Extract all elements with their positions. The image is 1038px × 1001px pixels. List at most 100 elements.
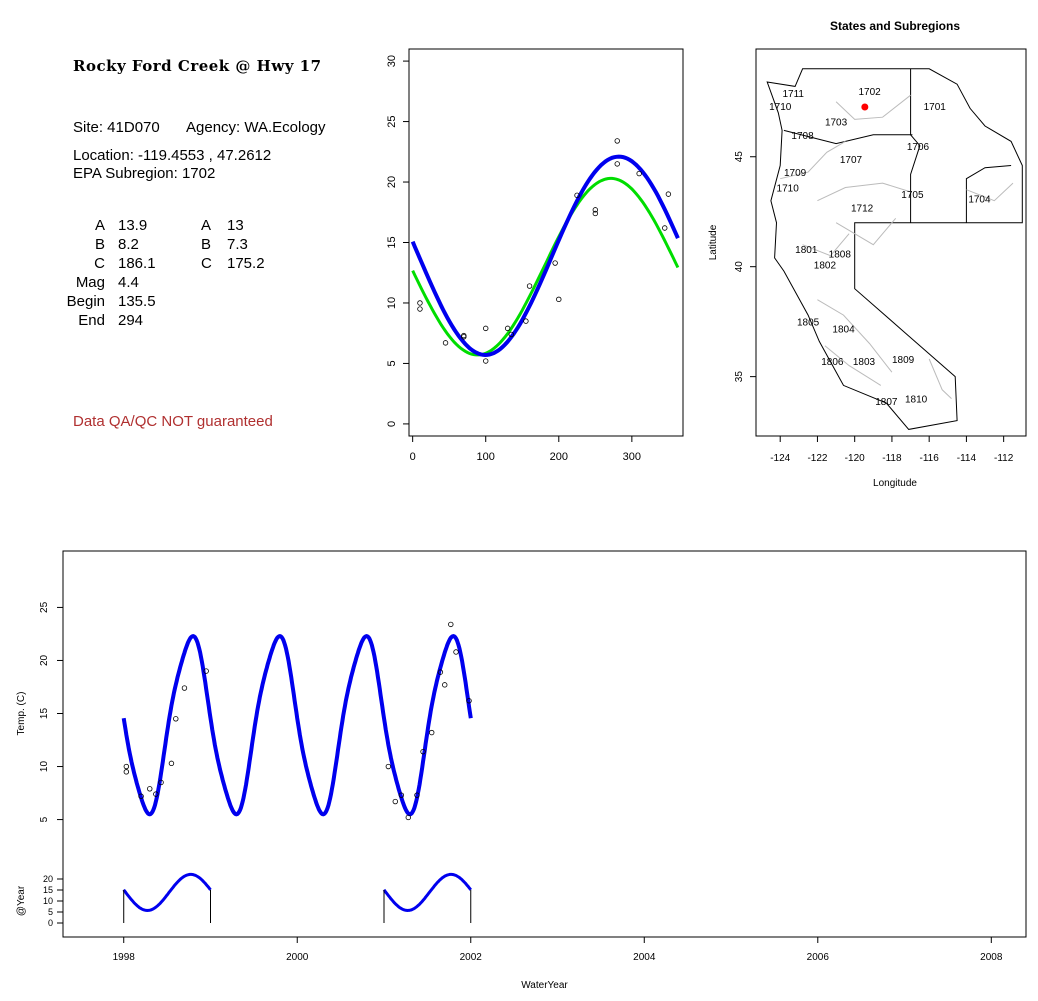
- ts-y2-tick-label: 5: [48, 907, 53, 917]
- coef-right-value-1: 7.3: [227, 236, 248, 253]
- y-tick-label: 25: [386, 115, 398, 127]
- ts-x-tick-label: 1998: [113, 952, 136, 963]
- state-border: [910, 68, 921, 223]
- subregion-border: [824, 345, 882, 386]
- ts-x-tick-label: 2000: [286, 952, 309, 963]
- ts-observed-point: [168, 760, 175, 767]
- map-xlabel: Longitude: [873, 478, 917, 489]
- qa-disclaimer: Data QA/QC NOT guaranteed: [73, 413, 273, 430]
- ts-observed-point: [158, 779, 164, 786]
- subregion-border: [835, 94, 911, 120]
- y-tick-label: 15: [386, 236, 398, 248]
- subregion-label: 1810: [905, 395, 928, 406]
- ts-x-tick-label: 2006: [807, 952, 830, 963]
- ts-y-tick-label: 10: [39, 761, 50, 773]
- ts-observed-point: [153, 791, 159, 797]
- subregion-label: 1804: [832, 324, 855, 335]
- data-point: [665, 191, 672, 197]
- ts-observed-point: [181, 685, 188, 691]
- ts-ylabel: Temp. (C): [16, 692, 27, 736]
- subregion-label: 1808: [829, 249, 852, 260]
- data-point: [483, 358, 489, 364]
- coef-left-value-5: 294: [118, 312, 144, 329]
- agency: Agency: WA.Ecology: [186, 119, 326, 136]
- data-point: [461, 334, 467, 340]
- ts-xlabel: WaterYear: [521, 980, 568, 991]
- ts-observed-point: [123, 763, 130, 770]
- subregion-label: 1710: [769, 102, 792, 113]
- data-point: [526, 283, 533, 289]
- data-point: [504, 325, 511, 332]
- site-location-marker: [861, 103, 869, 111]
- x-tick-label: 100: [477, 451, 495, 463]
- ts-y2-tick-label: 20: [43, 874, 53, 884]
- ts-y-tick-label: 5: [39, 816, 50, 822]
- data-point: [592, 210, 599, 217]
- y-tick-label: 30: [386, 55, 398, 67]
- ts-observed-point: [398, 792, 405, 798]
- coef-left-label-2: C: [94, 255, 105, 272]
- states-outline: [766, 68, 1023, 430]
- plot-frame: [408, 48, 684, 437]
- map-x-tick-label: -112: [994, 453, 1014, 464]
- map-y-tick-label: 35: [734, 371, 745, 383]
- fit-curve-1: [410, 154, 680, 358]
- data-point: [662, 225, 668, 231]
- subregion-border: [966, 182, 1014, 202]
- coef-left-value-2: 186.1: [118, 255, 156, 272]
- y-tick-label: 10: [386, 297, 398, 309]
- ts-frame: [62, 550, 1027, 938]
- x-tick-label: 200: [550, 451, 568, 463]
- coef-left-value-1: 8.2: [118, 236, 139, 253]
- subregion-label: 1801: [795, 245, 818, 256]
- ts-y2-tick-label: 10: [43, 896, 53, 906]
- ts-observed-point: [442, 682, 448, 688]
- subregion-label: 1809: [892, 355, 915, 366]
- ts-observed-point: [429, 729, 435, 736]
- subregion-label: 1711: [782, 89, 804, 100]
- subregion-label: 1702: [858, 87, 881, 98]
- coef-left-label-0: A: [94, 217, 105, 234]
- coef-right-label-1: B: [201, 236, 212, 253]
- subregion-label: 1705: [901, 190, 924, 201]
- subregion-border: [802, 233, 850, 257]
- yearly-curve-1: [382, 872, 472, 913]
- y-tick-label: 20: [386, 176, 398, 188]
- ts-observed-point: [405, 814, 411, 821]
- subregion-label: 1803: [853, 357, 876, 368]
- state-border: [783, 129, 913, 145]
- subregion-border: [928, 358, 952, 399]
- map-x-tick-label: -124: [770, 453, 790, 464]
- state-border: [965, 165, 1012, 223]
- ts-observed-point: [138, 793, 144, 799]
- data-point: [483, 325, 489, 332]
- data-point: [552, 260, 558, 266]
- y-tick-label: 0: [386, 421, 398, 427]
- ts-observed-point: [453, 649, 459, 655]
- ts-y-tick-label: 15: [39, 708, 50, 720]
- data-point: [636, 170, 642, 177]
- ts-observed-point: [123, 769, 130, 775]
- coef-left-label-3: Mag: [75, 274, 105, 291]
- data-point: [614, 138, 620, 144]
- subregion-label: 1703: [825, 118, 848, 129]
- data-point: [614, 161, 620, 167]
- coef-left-label-5: End: [78, 312, 105, 329]
- map-x-tick-label: -114: [957, 453, 977, 464]
- subregion-label: 1802: [814, 260, 837, 271]
- map-x-tick-label: -116: [920, 453, 940, 464]
- subregion-map: States and Subregions -124 -122 -120 -118 -11…: [708, 19, 1027, 489]
- coef-left-label-4: Begin: [66, 293, 105, 310]
- ts-observed-point: [437, 669, 444, 675]
- data-point: [574, 192, 580, 199]
- subregion-label: 1704: [968, 195, 991, 206]
- data-point: [508, 331, 514, 338]
- y-tick-label: 5: [386, 360, 398, 366]
- ts-y-tick-label: 25: [39, 601, 50, 613]
- data-point: [523, 318, 529, 324]
- subregion-border: [835, 217, 897, 246]
- ts-y2-tick-label: 15: [43, 885, 53, 895]
- x-tick-label: 300: [623, 451, 641, 463]
- ts-ylabel2: @Year: [16, 885, 27, 916]
